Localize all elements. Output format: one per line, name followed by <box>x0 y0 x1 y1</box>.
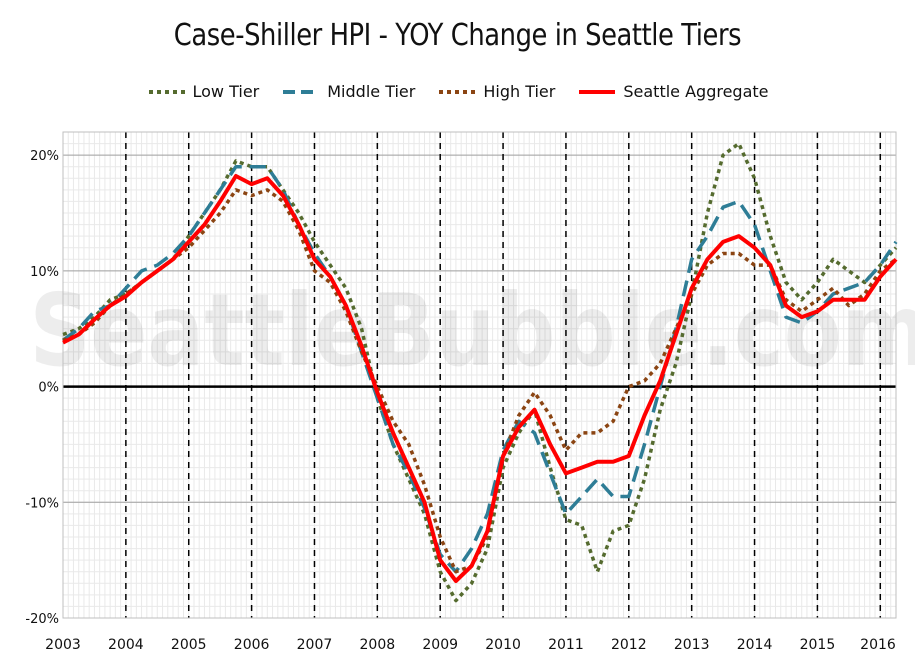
x-tick-label: 2009 <box>422 637 458 653</box>
legend-swatch <box>439 89 476 94</box>
legend: Low Tier Middle Tier High Tier Seattle Aggr… <box>0 82 915 101</box>
x-tick-label: 2010 <box>485 637 521 653</box>
y-tick-label: 20% <box>30 149 59 164</box>
legend-item: Seattle Aggregate <box>577 82 769 101</box>
x-tick-label: 2008 <box>360 637 396 653</box>
x-tick-label: 2011 <box>548 637 584 653</box>
x-tick-label: 2006 <box>234 637 270 653</box>
plot-border <box>62 131 897 619</box>
x-tick-label: 2004 <box>108 637 144 653</box>
x-tick-label: 2005 <box>171 637 207 653</box>
x-tick-label: 2014 <box>737 637 773 653</box>
legend-label: Low Tier <box>192 82 260 101</box>
legend-swatch <box>283 89 320 94</box>
series-line-seattle-aggregate <box>62 174 898 583</box>
minor-grid <box>62 131 897 619</box>
y-tick-label: -10% <box>25 496 59 511</box>
legend-item: Low Tier <box>147 82 260 101</box>
series-line-low-tier <box>62 141 898 603</box>
x-tick-label: 2012 <box>611 637 647 653</box>
y-tick-label: 0% <box>38 381 59 396</box>
x-tick-label: 2016 <box>860 637 896 653</box>
legend-swatch <box>579 89 616 94</box>
y-tick-label: -20% <box>25 612 59 627</box>
y-tick-label: 10% <box>30 265 59 280</box>
legend-label: High Tier <box>483 82 556 101</box>
x-tick-label: 2015 <box>800 637 836 653</box>
x-tick-label: 2003 <box>45 637 81 653</box>
x-tick-label: 2007 <box>297 637 333 653</box>
legend-swatch <box>148 89 185 94</box>
legend-item: Middle Tier <box>281 82 415 101</box>
legend-label: Seattle Aggregate <box>623 82 769 101</box>
watermark: SeattleBubble.com <box>30 272 915 389</box>
series-line-middle-tier <box>61 164 898 574</box>
chart-title: Case-Shiller HPI - YOY Change in Seattle… <box>173 18 742 53</box>
x-tick-label: 2013 <box>674 637 710 653</box>
legend-item: High Tier <box>437 82 555 101</box>
legend-label: Middle Tier <box>327 82 416 101</box>
